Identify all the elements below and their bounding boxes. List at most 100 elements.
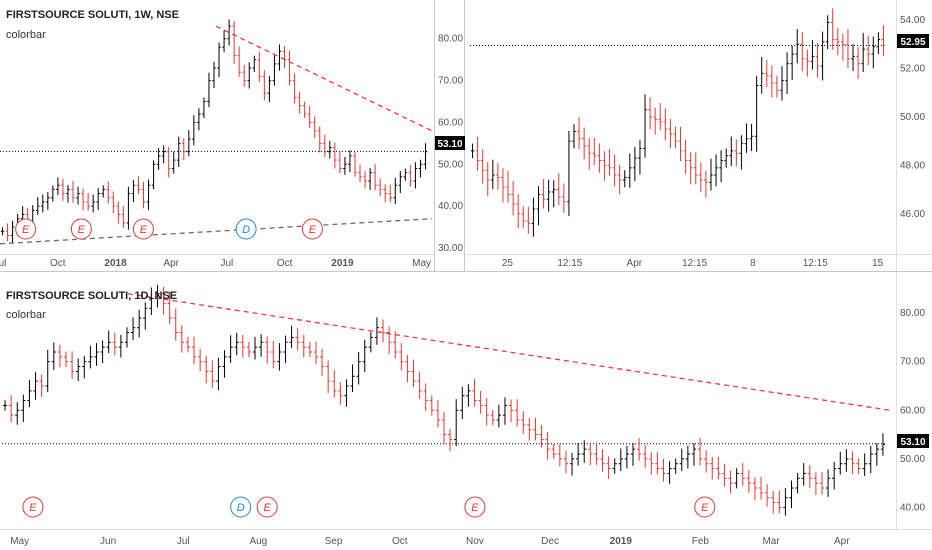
ohlc-bar xyxy=(96,187,100,210)
ohlc-bar xyxy=(780,66,784,101)
ohlc-bar xyxy=(192,115,196,146)
ohlc-bar xyxy=(9,395,14,423)
ohlc-bar xyxy=(91,194,95,213)
ohlc-bar xyxy=(137,309,142,338)
ohlc-bar xyxy=(546,179,551,212)
time-tick-label: Jun xyxy=(100,536,116,547)
ohlc-bar xyxy=(277,44,282,71)
ohlc-bar xyxy=(668,118,673,149)
event-label: E xyxy=(78,224,86,236)
ohlc-bar xyxy=(600,449,605,472)
ohlc-bar xyxy=(704,449,709,473)
ohlc-bar xyxy=(710,457,715,480)
event-circle xyxy=(301,218,323,240)
ohlc-bar xyxy=(344,379,349,407)
time-tick-label: Nov xyxy=(466,536,484,547)
ohlc-bar xyxy=(521,206,526,229)
ohlc-bar xyxy=(502,397,508,425)
ohlc-bar xyxy=(777,490,782,514)
ohlc-bar xyxy=(323,134,327,157)
event-label: D xyxy=(237,502,245,514)
ohlc-bar xyxy=(800,32,805,72)
ohlc-bar xyxy=(562,183,566,213)
earnings-marker: E xyxy=(70,218,92,240)
ohlc-bar xyxy=(258,334,264,357)
ohlc-bar xyxy=(287,50,292,86)
event-label: E xyxy=(140,224,148,236)
ohlc-bar xyxy=(106,181,111,204)
ohlc-bar xyxy=(633,146,637,182)
ohlc-bar xyxy=(374,317,380,345)
ohlc-bar xyxy=(622,170,627,188)
ohlc-bar xyxy=(830,8,835,50)
ohlc-bar xyxy=(302,101,307,119)
ohlc-bar xyxy=(472,379,477,407)
time-tick-label: 25 xyxy=(502,258,514,269)
ohlc-bar xyxy=(227,19,231,46)
time-tick-label: 8 xyxy=(750,258,756,269)
ohlc-bar xyxy=(405,355,410,383)
time-tick-label: Oct xyxy=(277,258,293,269)
ohlc-bar xyxy=(204,355,209,384)
ohlc-bar xyxy=(815,43,820,78)
intraday-last-price: 52.95 xyxy=(900,37,925,48)
ohlc-bar xyxy=(21,394,26,423)
ohlc-bar xyxy=(57,344,63,368)
ohlc-bar xyxy=(754,76,759,152)
ohlc-bar xyxy=(66,184,70,203)
ohlc-bar xyxy=(343,156,347,175)
ohlc-bar xyxy=(663,108,668,141)
ohlc-bar xyxy=(511,181,515,216)
ohlc-bar xyxy=(56,177,60,196)
ohlc-bar xyxy=(393,177,398,205)
ohlc-bar xyxy=(557,173,561,206)
ohlc-bar xyxy=(789,480,794,509)
ohlc-bar xyxy=(880,433,886,456)
ohlc-bar xyxy=(383,184,387,203)
ohlc-bar xyxy=(242,64,246,87)
event-label: E xyxy=(471,502,479,514)
ohlc-bar xyxy=(435,399,441,428)
earnings-marker: E xyxy=(464,496,486,518)
event-label: E xyxy=(701,502,709,514)
ohlc-bar xyxy=(378,178,382,197)
ohlc-bar xyxy=(289,325,294,349)
ohlc-bar xyxy=(460,386,465,420)
ohlc-bar xyxy=(198,348,203,372)
price-tick-label: 52.00 xyxy=(900,64,925,75)
ohlc-bar xyxy=(693,152,698,185)
ohlc-bar xyxy=(846,28,850,69)
ohlc-bar xyxy=(106,330,111,354)
ohlc-bar xyxy=(81,188,85,211)
ohlc-bar xyxy=(541,179,546,209)
ohlc-bar xyxy=(210,360,215,388)
ohlc-bar xyxy=(328,140,332,159)
daily-subtitle: colorbar xyxy=(6,309,46,321)
ohlc-bar xyxy=(516,193,520,229)
ohlc-bar xyxy=(363,170,367,189)
event-label: E xyxy=(22,224,30,236)
ohlc-bar xyxy=(648,97,652,130)
ohlc-bar xyxy=(496,404,502,428)
ohlc-bar xyxy=(277,343,282,371)
ohlc-bar xyxy=(582,127,586,160)
ohlc-bar xyxy=(151,160,156,190)
daily-panel: 40.00 50.00 60.00 70.00 80.00 May Jun Jul Aug Sep… xyxy=(2,284,925,547)
ohlc-bar xyxy=(234,332,239,356)
ohlc-bar xyxy=(88,345,93,369)
weekly-panel: 30.00 40.00 50.00 60.00 70.00 80.00 Jul Oct 2018… xyxy=(0,19,463,269)
ohlc-bar xyxy=(765,60,769,88)
ohlc-bar xyxy=(805,49,810,77)
intraday-panel: 46.00 48.00 50.00 52.00 54.00 25 12:15 Apr 12:15… xyxy=(470,8,925,269)
ohlc-bar xyxy=(94,343,99,366)
ohlc-bar xyxy=(795,28,799,64)
ohlc-bar xyxy=(567,130,571,217)
time-tick-label: Apr xyxy=(834,536,850,547)
ohlc-bar xyxy=(716,456,721,480)
ohlc-bar xyxy=(866,35,871,66)
ohlc-bar xyxy=(131,180,136,203)
ohlc-bar xyxy=(679,448,684,472)
ohlc-bar xyxy=(130,317,136,341)
time-tick-label: 15 xyxy=(872,258,884,269)
ohlc-bar xyxy=(871,36,876,69)
